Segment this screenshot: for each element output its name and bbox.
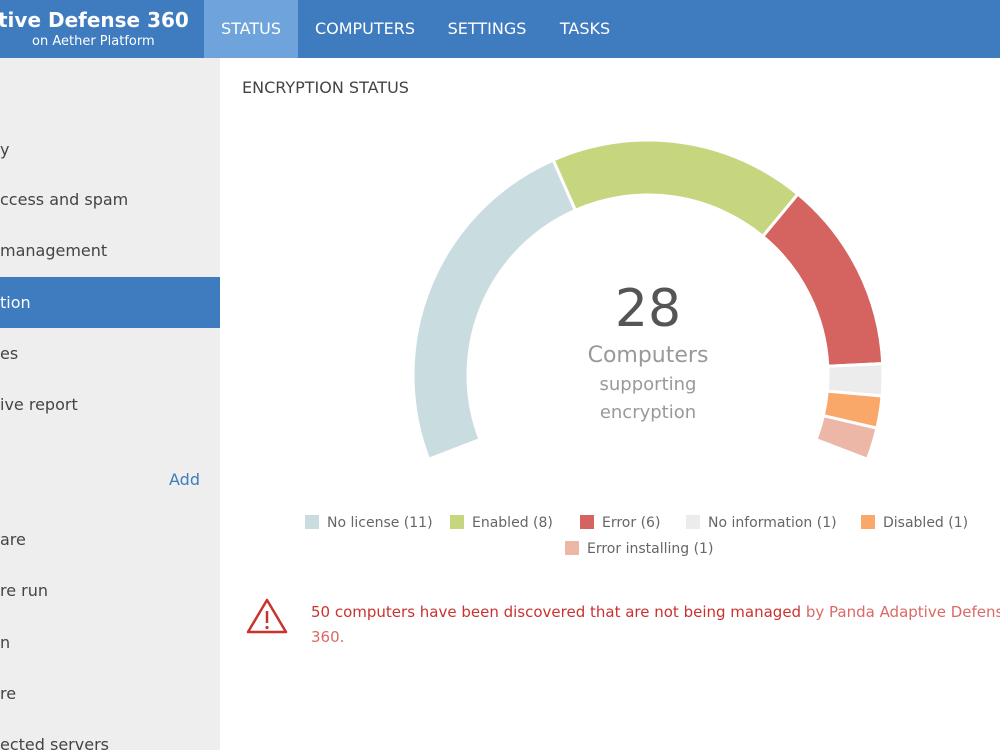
logo-subtitle: on Aether Platform [32, 34, 155, 49]
legend-swatch [305, 515, 319, 529]
legend-label: No license (11) [327, 515, 433, 531]
menu-item[interactable]: tion [0, 277, 220, 328]
legend-swatch [580, 515, 594, 529]
alert-message: 50 computers have been discovered that a… [311, 600, 1000, 650]
menu-item[interactable]: management [0, 241, 108, 260]
warning-icon [246, 598, 288, 634]
legend-label: Error (6) [602, 515, 660, 531]
donut-segment [760, 191, 885, 368]
legend-label: Error installing (1) [587, 541, 713, 557]
donut-segment [814, 413, 879, 462]
panel: ENCRYPTION STATUS 28 Computers supporting e… [222, 58, 1000, 750]
center-value: 28 [615, 279, 681, 339]
menu-item[interactable]: re [0, 684, 17, 703]
tab[interactable]: COMPUTERS [314, 19, 416, 38]
donut-segment [551, 138, 801, 239]
menu-item[interactable]: are [0, 530, 26, 549]
alert-strong: 50 computers have been discovered that a… [311, 603, 802, 621]
menu-item[interactable]: ccess and spam [0, 190, 129, 209]
center-label: Computers [588, 343, 709, 368]
alert-rest: by Panda Adaptive Defense 360. [311, 603, 1000, 646]
panel-title: ENCRYPTION STATUS [242, 78, 409, 97]
menu-item[interactable]: y [0, 140, 10, 159]
legend-swatch [861, 515, 875, 529]
logo-title: tive Defense 360 [0, 8, 189, 32]
tab[interactable]: SETTINGS [447, 19, 527, 38]
menu-item[interactable]: n [0, 633, 11, 652]
legend-label: Disabled (1) [883, 515, 968, 531]
legend-label: No information (1) [708, 515, 837, 531]
legend-label: Enabled (8) [472, 515, 553, 531]
menu-item[interactable]: ected servers [0, 735, 109, 750]
donut-segment [411, 157, 578, 462]
center-label: encryption [600, 402, 696, 423]
add-link[interactable]: Add [169, 470, 200, 489]
top-bar: tive Defense 360 on Aether Platform STAT… [0, 0, 1000, 58]
sidebar: y ccess and spam management tion es ive … [0, 58, 220, 750]
tab[interactable]: TASKS [559, 19, 611, 38]
legend-swatch [450, 515, 464, 529]
center-label: supporting [600, 374, 697, 395]
tab[interactable]: STATUS [204, 0, 298, 58]
chart: 28 Computers supporting encryption No licens… [246, 138, 968, 634]
legend-swatch [686, 515, 700, 529]
menu-item[interactable]: ive report [0, 395, 78, 414]
menu-item[interactable]: es [0, 344, 19, 363]
menu-item[interactable]: re run [0, 581, 49, 600]
legend-swatch [565, 541, 579, 555]
